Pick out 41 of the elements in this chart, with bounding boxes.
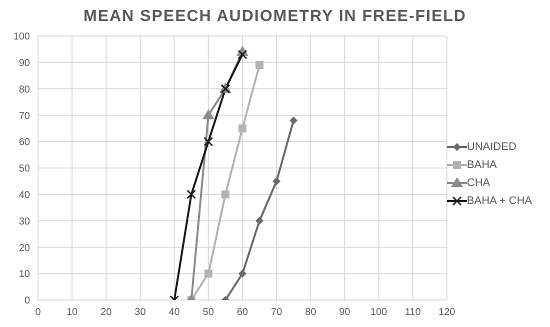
x-tick-label: 70: [270, 307, 283, 318]
point: [186, 190, 196, 200]
x-tick-label: 90: [339, 307, 351, 318]
y-tick-label: 90: [18, 58, 30, 69]
point: [290, 116, 298, 124]
point: [238, 124, 246, 132]
legend-label: BAHA: [466, 159, 497, 171]
x-tick-label: 50: [202, 307, 214, 318]
y-tick-label: 80: [18, 84, 30, 96]
legend-label: CHA: [466, 177, 490, 189]
point: [255, 216, 264, 225]
y-tick-label: 0: [24, 296, 30, 307]
point: [238, 50, 248, 60]
point: [272, 177, 281, 186]
x-tick-label: 10: [66, 307, 78, 318]
y-tick-label: 70: [18, 110, 30, 122]
x-tick-label: 100: [370, 307, 388, 318]
y-tick-label: 20: [18, 242, 30, 254]
x-tick-label: 0: [35, 307, 42, 318]
y-tick-label: 30: [18, 216, 30, 228]
point: [204, 136, 214, 146]
y-tick-label: 100: [13, 32, 30, 43]
x-tick-label: 60: [236, 307, 248, 318]
legend-label: UNAIDED: [466, 141, 516, 153]
point: [255, 61, 264, 70]
point: [221, 190, 230, 198]
x-tick-label: 20: [100, 307, 112, 318]
x-tick-label: 30: [134, 307, 146, 318]
chart-title: MEAN SPEECH AUDIOMETRY IN FREE-FIELD: [82, 8, 468, 27]
x-tick-label: 40: [168, 307, 180, 318]
y-tick-label: 40: [18, 190, 30, 201]
y-tick-label: 60: [18, 137, 30, 148]
point: [238, 270, 246, 278]
point: [204, 270, 212, 278]
x-tick-label: 120: [438, 307, 456, 318]
legend-label: BAHA + CHA: [466, 195, 532, 207]
y-tick-label: 50: [18, 164, 30, 175]
y-tick-label: 10: [18, 269, 30, 280]
x-tick-label: 80: [305, 307, 317, 318]
x-tick-label: 110: [404, 307, 422, 318]
point: [202, 109, 214, 120]
